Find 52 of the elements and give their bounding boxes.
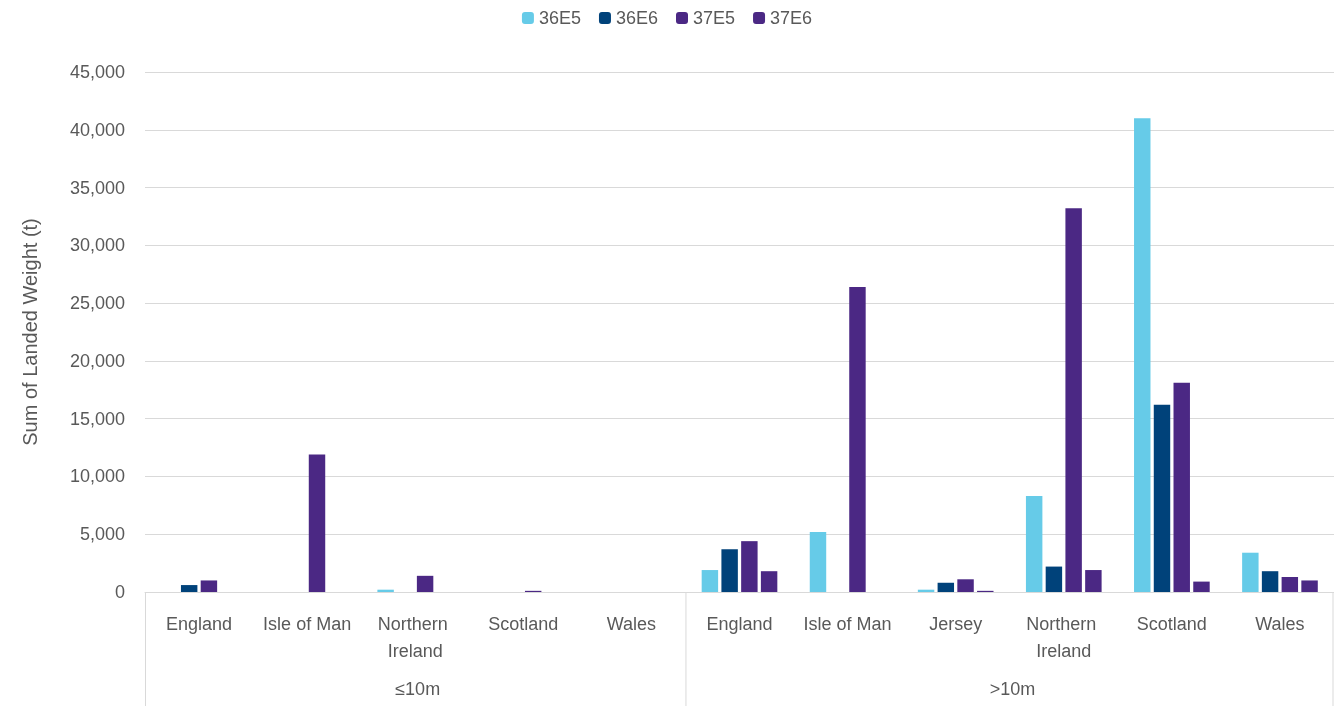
x-tick-label: Wales: [606, 613, 657, 634]
y-tick-label: 40,000: [69, 119, 125, 140]
y-tick-label: 45,000: [69, 62, 125, 82]
bar: [701, 570, 719, 592]
x-tick-label: England: [166, 613, 233, 634]
y-axis-title: Sum of Landed Weight (t): [19, 218, 41, 446]
bar: [1301, 580, 1318, 592]
bar: [957, 579, 974, 592]
bar: [1281, 576, 1299, 592]
bar: [1045, 566, 1063, 592]
bar: [1085, 570, 1102, 592]
x-tick-label: England: [706, 613, 773, 634]
x-tick-label: Scotland: [1136, 613, 1207, 634]
y-tick-label: 20,000: [69, 350, 125, 371]
x-tick-label: Northern Ireland: [377, 613, 453, 661]
bar: [1242, 552, 1259, 592]
x-tick-label: Scotland: [488, 613, 559, 634]
x-tick-label: Jersey: [929, 613, 983, 634]
bar: [1193, 581, 1210, 592]
bar: [1065, 208, 1082, 592]
text: >10m: [989, 679, 1036, 699]
y-tick-label: 35,000: [69, 177, 125, 198]
y-tick-label: 0: [114, 582, 125, 602]
bar: [416, 575, 434, 592]
y-tick-label: 5,000: [79, 524, 125, 545]
bar: [200, 580, 218, 592]
legend-label: 37E5: [693, 8, 736, 28]
x-tick-label: Isle of Man: [263, 613, 352, 634]
x-tick-label: Isle of Man: [803, 613, 892, 634]
bar: [308, 454, 326, 592]
bar: [1173, 382, 1190, 592]
bar: [1153, 404, 1171, 592]
bar: [721, 549, 738, 592]
bar: [937, 582, 955, 592]
legend-label: 36E5: [538, 8, 581, 28]
bar: [760, 571, 778, 592]
text: ≤10m: [395, 679, 441, 699]
y-tick-label: 10,000: [69, 466, 125, 487]
bar: [1025, 496, 1043, 592]
bar: [1134, 118, 1151, 592]
bar: [741, 541, 758, 592]
y-tick-label: 30,000: [69, 235, 125, 256]
y-tick-label: 15,000: [69, 408, 125, 429]
bar: [809, 531, 827, 592]
legend-label: 37E6: [770, 8, 813, 28]
legend-label: 36E6: [615, 8, 659, 28]
bar: [849, 286, 866, 592]
bar: [180, 585, 198, 592]
bar: [1261, 571, 1279, 592]
y-tick-label: 25,000: [69, 293, 125, 314]
x-tick-label: Wales: [1255, 613, 1305, 634]
x-tick-label: Northern Ireland: [1026, 613, 1102, 661]
